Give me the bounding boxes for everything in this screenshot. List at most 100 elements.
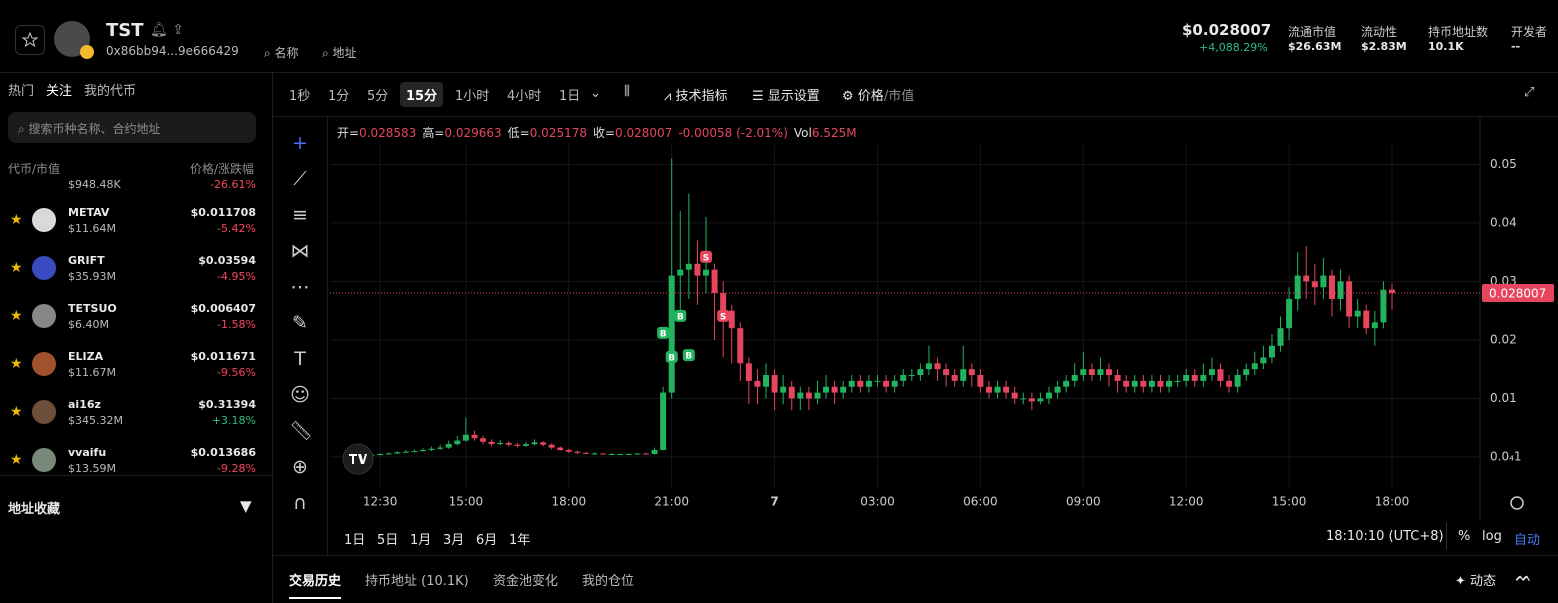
divider [1446,522,1447,550]
range-button[interactable]: 1日 [344,533,366,548]
candle-body [1200,375,1207,381]
candle-body [668,275,675,393]
interval-button[interactable]: 1日 [559,89,581,104]
display-button[interactable]: ☰ 显示设置 [752,89,820,104]
legend-item: 0.025178 [530,126,587,140]
token-address[interactable]: 0x86bb94...9e666429 [106,44,239,58]
token-change: -9.56% [217,366,256,379]
candle-body [711,269,718,294]
sidebar-tab[interactable]: 关注 [46,84,73,99]
candle-body [771,375,778,393]
candle-body [960,369,967,381]
x-tick-label: 7 [770,495,778,509]
candle-body [1311,281,1318,288]
y-tick-label: 0.01 [1490,391,1517,405]
log-toggle[interactable]: log [1482,529,1502,544]
interval-button[interactable]: 15分 [400,82,444,107]
fullscreen-button[interactable]: ⤢ [1524,85,1535,100]
trade-marker [717,309,730,322]
candle-body [385,453,392,455]
trade-marker-label: B [685,352,692,362]
interval-button[interactable]: 1分 [328,89,350,104]
token-change: -9.28% [217,462,256,475]
search-address[interactable]: ⌕ 地址 [322,46,357,60]
candle-body [634,453,641,455]
candle-body [1080,369,1087,376]
interval-button[interactable]: 4小时 [507,89,542,104]
price-mcap-toggle[interactable]: ⚙ 价格/市值 [842,89,915,104]
range-button[interactable]: 1月 [410,533,432,548]
search-name[interactable]: ⌕ 名称 [264,46,299,60]
x-tick-label: 15:00 [449,495,484,509]
candle-body [754,380,761,387]
header-price: $0.028007 [1182,21,1272,39]
more-icon[interactable]: ᨓ [1516,570,1532,585]
interval-button[interactable]: 1小时 [455,89,490,104]
header-icons[interactable]: 🔔︎ ⇪ [150,22,184,38]
indicators-button[interactable]: ⩘ 技术指标 [664,89,728,104]
legend-item: 开= [337,126,359,140]
star-icon[interactable]: ★ [10,356,23,372]
sidebar-tab[interactable]: 热门 [8,84,35,99]
candle-body [402,451,409,453]
candle-body [488,441,495,445]
candle-body [1303,275,1310,282]
candle-body [797,392,804,399]
stat-label: 开发者 [1511,25,1548,39]
star-icon[interactable]: ★ [10,308,23,324]
candle-body [1020,398,1027,400]
candle-body [582,452,589,454]
star-icon[interactable]: ★ [10,260,23,276]
bottom-tab[interactable]: 资金池变化 [493,574,559,589]
token-change: -4.95% [217,270,256,283]
candle-body [831,386,838,393]
range-button[interactable]: 5日 [377,533,399,548]
candle-body [1363,310,1370,329]
candle-body [883,380,890,387]
star-icon[interactable]: ★ [10,452,23,468]
bottom-tab[interactable]: 我的仓位 [582,574,635,589]
bottom-tab[interactable]: 持币地址 (10.1K) [365,574,469,589]
token-price: $0.31394 [198,398,256,411]
search-address-label: 地址 [332,46,357,60]
candle-body [685,263,692,270]
candle-body [522,444,529,446]
indicators-label: 技术指标 [675,89,728,104]
legend-item: 6.525M [812,126,857,140]
legend-item: 0.028007 [615,126,672,140]
candle-body [394,452,401,454]
candle-body [874,380,881,382]
range-button[interactable]: 1年 [509,533,531,548]
percent-toggle[interactable]: % [1458,529,1471,544]
trade-marker [700,250,712,263]
candle-body [1183,375,1190,381]
activity-button[interactable]: ✦ 动态 [1455,574,1497,589]
candle-body [780,386,787,393]
star-icon[interactable]: ★ [10,404,23,420]
favorite-button[interactable] [15,25,45,55]
candle-body [1140,380,1147,387]
drawing-tools[interactable]: + ⟋ ≡ ⋈ ⋯ ✎ T ☺ 📏︎ ⊕ ∩ [289,132,314,514]
token-mcap: $13.59M [68,462,116,475]
interval-button[interactable]: 5分 [367,89,389,104]
interval-button[interactable]: 1秒 [289,89,311,104]
search-box[interactable]: ⌕ 搜索币种名称、合约地址 [8,112,256,143]
filter-icon[interactable]: ▼ [240,497,252,515]
x-tick-label: 18:00 [552,495,587,509]
token-change: -26.61% [210,178,256,191]
candle-body [557,447,564,450]
chart-type-button[interactable]: ⫼ [624,84,630,99]
interval-dropdown[interactable]: ⌄ [590,86,601,101]
range-button[interactable]: 3月 [443,533,465,548]
bottom-tab[interactable]: 交易历史 [289,570,342,599]
legend-item: 0.029663 [444,126,501,140]
star-icon[interactable]: ★ [10,212,23,228]
x-tick-label: 21:00 [654,495,689,509]
legend-item: -0.00058 (-2.01%) [678,126,788,140]
auto-toggle[interactable]: 自动 [1514,533,1541,548]
sidebar-tab[interactable]: 我的代币 [84,84,137,99]
range-button[interactable]: 6月 [476,533,498,548]
candle-body [728,310,735,329]
candle-body [600,453,607,455]
